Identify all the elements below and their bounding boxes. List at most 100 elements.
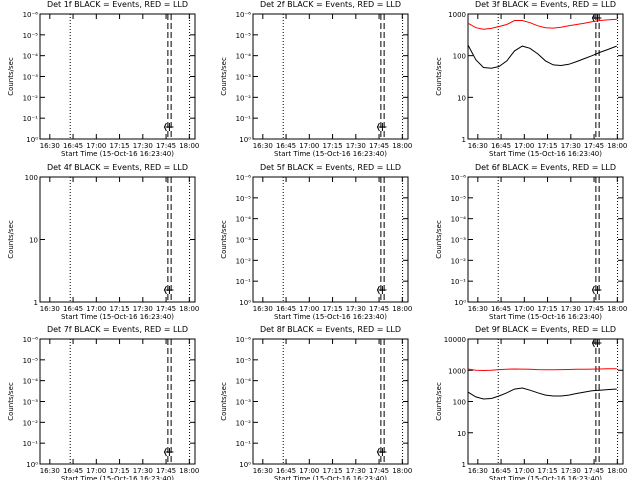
data-point-symbol	[591, 338, 595, 348]
x-axis-label: Start Time (15-Oct-16 16:23:40)	[61, 313, 174, 321]
y-tick-label: 100	[453, 53, 466, 61]
y-tick-label: 10⁻¹	[23, 440, 39, 448]
x-tick-label: 17:45	[369, 467, 389, 475]
y-tick-label: 10⁻²	[23, 419, 39, 427]
y-tick-label: 100	[25, 174, 38, 182]
chart-panel-2: Det 2f BLACK = Events, RED = LLD Counts/s…	[220, 0, 412, 158]
x-tick-label: 17:00	[514, 467, 534, 475]
data-point-symbol	[163, 447, 167, 457]
panel-title: Det 5f BLACK = Events, RED = LLD	[260, 163, 401, 172]
y-tick-label: 10	[457, 94, 466, 102]
x-tick-label: 16:30	[468, 467, 488, 475]
y-tick-label: 10⁻³	[451, 237, 467, 245]
chart-panel-9: Det 9f BLACK = Events, RED = LLD Counts/s…	[435, 325, 627, 480]
y-tick-label: 10⁻⁵	[236, 357, 252, 365]
plot-frame	[39, 338, 196, 465]
y-tick-label: 10	[29, 237, 38, 245]
y-tick-label: 10⁰	[26, 136, 38, 144]
x-tick-label: 16:30	[253, 467, 273, 475]
x-tick-label: 17:30	[133, 142, 153, 150]
x-tick-label: 17:15	[109, 305, 129, 313]
plot-frame	[39, 13, 196, 140]
x-tick-label: 17:30	[561, 142, 581, 150]
x-tick-label: 16:45	[276, 305, 296, 313]
chart-panel-6: Det 6f BLACK = Events, RED = LLD Counts/s…	[435, 163, 627, 321]
y-tick-label: 10⁻²	[236, 419, 252, 427]
x-tick-label: 17:45	[156, 142, 176, 150]
y-tick-label: 10⁰	[454, 299, 466, 307]
y-axis-label: Counts/sec	[435, 57, 443, 96]
x-tick-label: 17:00	[86, 305, 106, 313]
y-tick-label: 10000	[444, 336, 466, 344]
y-tick-label: 10⁰	[239, 299, 251, 307]
plot-frame	[252, 176, 409, 303]
plot-frame	[39, 176, 196, 303]
y-tick-label: 10⁻⁵	[236, 195, 252, 203]
y-tick-label: 10⁻³	[23, 74, 39, 82]
x-tick-label: 17:00	[299, 305, 319, 313]
panel-title: Det 2f BLACK = Events, RED = LLD	[260, 0, 401, 9]
y-tick-label: 10⁻³	[236, 237, 252, 245]
y-tick-label: 10⁻⁴	[236, 53, 252, 61]
x-tick-label: 17:00	[86, 142, 106, 150]
plot-frame	[252, 338, 409, 465]
chart-panel-1: Det 1f BLACK = Events, RED = LLD Counts/s…	[7, 0, 199, 158]
y-tick-label: 10⁻¹	[23, 115, 39, 123]
y-tick-label: 10⁻³	[236, 74, 252, 82]
x-tick-label: 17:15	[109, 142, 129, 150]
x-axis-label: Start Time (15-Oct-16 16:23:40)	[274, 475, 387, 480]
x-tick-label: 17:45	[156, 467, 176, 475]
y-axis-label: Counts/sec	[7, 57, 15, 96]
x-axis-label: Start Time (15-Oct-16 16:23:40)	[61, 150, 174, 158]
panel-title: Det 8f BLACK = Events, RED = LLD	[260, 325, 401, 334]
y-tick-label: 100	[453, 399, 466, 407]
y-tick-label: 10⁻¹	[451, 278, 467, 286]
x-axis-label: Start Time (15-Oct-16 16:23:40)	[61, 475, 174, 480]
y-axis-label: Counts/sec	[220, 382, 228, 421]
y-tick-label: 10⁻²	[236, 257, 252, 265]
data-point-symbol	[376, 285, 380, 295]
panel-title: Det 6f BLACK = Events, RED = LLD	[475, 163, 616, 172]
x-tick-label: 17:45	[584, 305, 604, 313]
y-axis-label: Counts/sec	[220, 220, 228, 259]
x-tick-label: 16:45	[491, 305, 511, 313]
x-tick-label: 17:00	[86, 467, 106, 475]
plot-frame	[467, 176, 624, 303]
chart-panel-7: Det 7f BLACK = Events, RED = LLD Counts/s…	[7, 325, 199, 480]
y-axis-label: Counts/sec	[220, 57, 228, 96]
data-point-symbol	[163, 122, 167, 132]
y-tick-label: 10⁻⁵	[451, 195, 467, 203]
x-tick-label: 17:30	[561, 467, 581, 475]
x-axis-label: Start Time (15-Oct-16 16:23:40)	[274, 150, 387, 158]
y-tick-label: 1000	[448, 367, 466, 375]
x-tick-label: 17:00	[299, 142, 319, 150]
y-axis-label: Counts/sec	[435, 220, 443, 259]
panel-title: Det 7f BLACK = Events, RED = LLD	[47, 325, 188, 334]
x-tick-label: 16:45	[63, 467, 83, 475]
x-tick-label: 16:30	[40, 142, 60, 150]
y-tick-label: 10⁻⁴	[236, 216, 252, 224]
panel-title: Det 3f BLACK = Events, RED = LLD	[475, 0, 616, 9]
y-tick-label: 10⁻⁵	[23, 357, 39, 365]
x-tick-label: 17:45	[584, 142, 604, 150]
series-line-lld	[467, 368, 617, 372]
y-tick-label: 10⁰	[239, 136, 251, 144]
x-tick-label: 18:00	[179, 305, 199, 313]
y-tick-label: 10⁻³	[236, 399, 252, 407]
x-tick-label: 17:00	[514, 305, 534, 313]
y-tick-label: 10⁻²	[236, 94, 252, 102]
x-tick-label: 16:30	[253, 305, 273, 313]
x-tick-label: 17:15	[537, 305, 557, 313]
x-tick-label: 17:00	[299, 467, 319, 475]
plot-frame	[252, 13, 409, 140]
y-tick-label: 1	[462, 461, 466, 469]
y-tick-label: 10⁻⁶	[236, 11, 252, 19]
x-tick-label: 16:30	[468, 142, 488, 150]
x-tick-label: 18:00	[392, 305, 412, 313]
y-tick-label: 10⁻²	[23, 94, 39, 102]
data-point-symbol	[376, 122, 380, 132]
plot-frame	[467, 13, 624, 140]
x-tick-label: 17:30	[346, 142, 366, 150]
y-tick-label: 10⁻⁶	[23, 11, 39, 19]
